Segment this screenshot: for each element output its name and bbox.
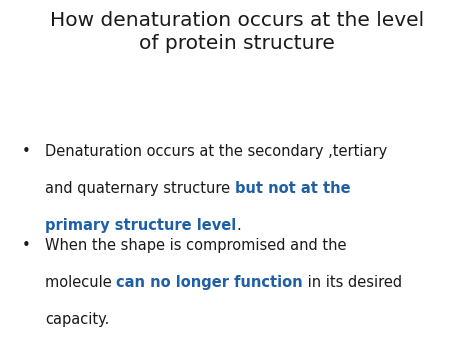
Text: and quaternary structure: and quaternary structure (45, 181, 235, 196)
Text: •: • (21, 238, 30, 253)
Text: capacity.: capacity. (45, 312, 109, 327)
Text: Denaturation occurs at the secondary ,tertiary: Denaturation occurs at the secondary ,te… (45, 144, 387, 159)
Text: can no longer function: can no longer function (117, 275, 303, 290)
Text: in its desired: in its desired (303, 275, 402, 290)
Text: How denaturation occurs at the level
of protein structure: How denaturation occurs at the level of … (50, 11, 424, 53)
Text: molecule: molecule (45, 275, 117, 290)
Text: •: • (21, 144, 30, 159)
Text: but not at the: but not at the (235, 181, 350, 196)
Text: primary structure level: primary structure level (45, 218, 236, 233)
Text: .: . (236, 218, 241, 233)
Text: When the shape is compromised and the: When the shape is compromised and the (45, 238, 346, 253)
